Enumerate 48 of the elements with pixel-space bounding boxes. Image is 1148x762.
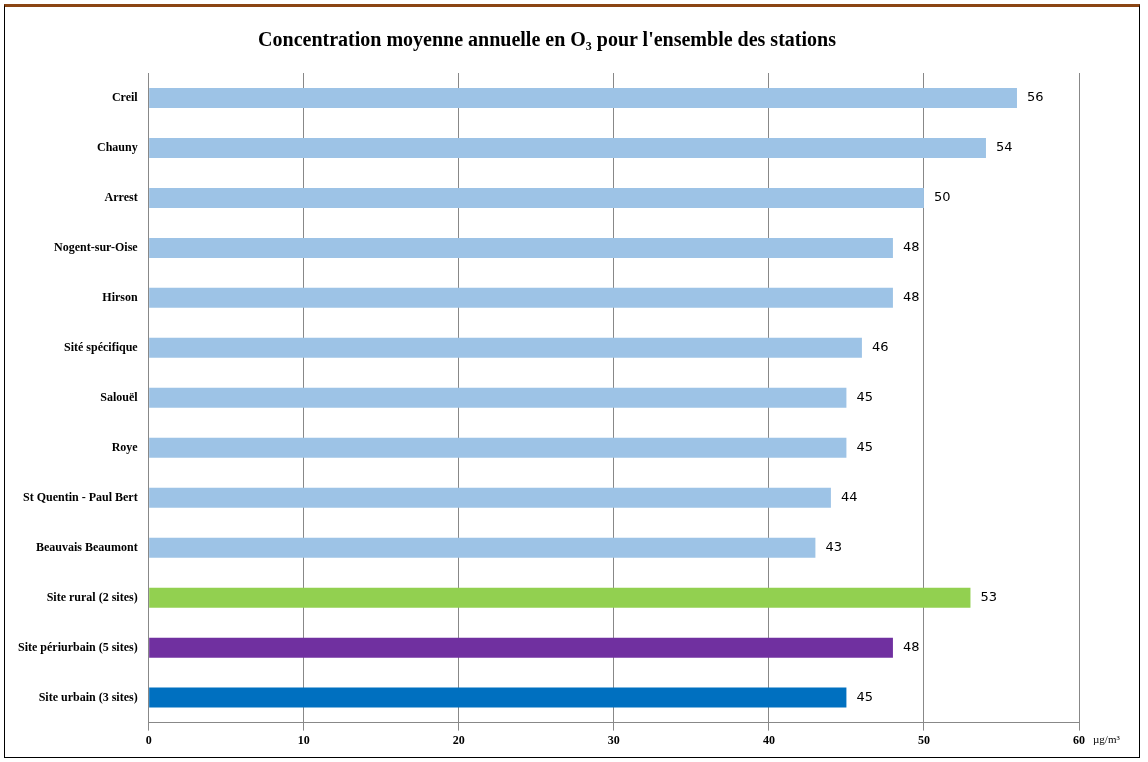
data-label: 56	[1026, 89, 1044, 105]
data-label: 48	[902, 639, 920, 655]
y-tick-label: Nogent-sur-Oise	[54, 239, 139, 254]
bar	[149, 237, 893, 258]
bar	[149, 587, 971, 608]
x-tick-label: 40	[762, 732, 775, 747]
data-label: 53	[980, 589, 998, 605]
data-label: 43	[825, 539, 842, 555]
bar	[149, 687, 847, 708]
data-label: 54	[995, 139, 1013, 155]
y-tick-label: Sité spécifique	[63, 339, 139, 354]
bar	[149, 637, 893, 658]
y-tick-label: Site périurbain (5 sites)	[17, 639, 138, 654]
x-tick-label: 0	[145, 732, 152, 747]
data-label: 48	[902, 289, 920, 305]
bar	[149, 137, 986, 158]
bar	[149, 337, 862, 358]
bar	[149, 287, 893, 308]
data-label: 50	[933, 189, 951, 205]
data-label: 45	[856, 439, 873, 455]
x-axis-title: µg/m³	[1093, 733, 1121, 746]
data-label: 45	[856, 688, 873, 704]
data-label: 44	[840, 489, 858, 505]
x-tick-label: 30	[607, 732, 620, 747]
bar	[149, 437, 847, 458]
y-tick-label: Salouël	[100, 389, 139, 404]
y-tick-label: Hirson	[102, 289, 138, 304]
y-tick-label: Site rural (2 sites)	[46, 589, 138, 604]
x-tick-label: 10	[297, 732, 310, 747]
x-tick-label: 50	[917, 732, 930, 747]
y-tick-label: Roye	[111, 439, 139, 454]
data-label: 46	[871, 339, 889, 355]
y-tick-label: St Quentin - Paul Bert	[22, 489, 138, 504]
data-label: 48	[902, 239, 920, 255]
chart-title: Concentration moyenne annuelle en O₃ pour l'ensemble des stations	[258, 28, 837, 52]
bar	[149, 187, 924, 208]
data-label: 45	[856, 389, 873, 405]
y-tick-label: Creil	[111, 90, 139, 105]
bar	[149, 537, 816, 558]
bar	[149, 87, 1017, 108]
bar	[149, 487, 831, 508]
y-tick-label: Site urbain (3 sites)	[38, 689, 138, 704]
x-tick-label: 60	[1073, 732, 1085, 747]
bar	[149, 387, 847, 408]
y-tick-label: Chauny	[96, 140, 138, 155]
y-tick-label: Arrest	[104, 190, 138, 205]
x-tick-label: 20	[452, 732, 465, 747]
y-tick-label: Beauvais Beaumont	[35, 539, 138, 554]
